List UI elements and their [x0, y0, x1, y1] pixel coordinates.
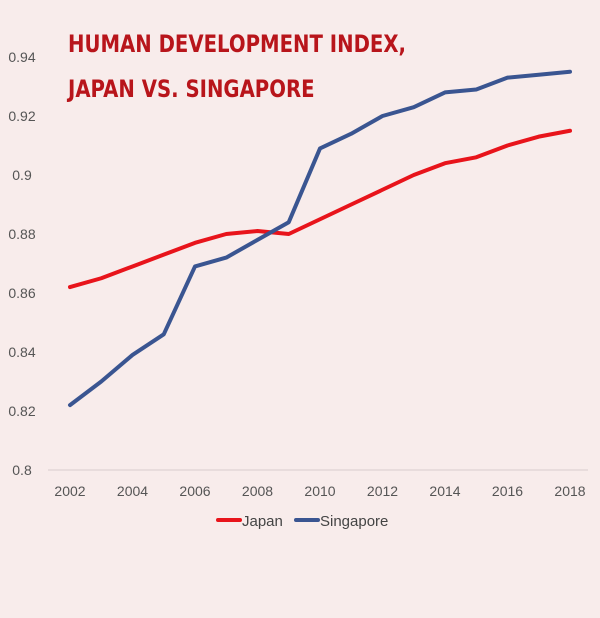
x-tick-label: 2012 — [367, 483, 398, 499]
x-tick-label: 2014 — [429, 483, 460, 499]
series-line-japan — [68, 128, 572, 290]
x-tick-label: 2004 — [117, 483, 148, 499]
y-tick-label: 0.8 — [12, 462, 32, 478]
x-tick-label: 2008 — [242, 483, 273, 499]
y-axis-ticks: 0.8 0.82 0.84 0.86 0.88 0.9 0.92 0.94 — [8, 49, 35, 478]
y-tick-label: 0.88 — [8, 226, 35, 242]
y-tick-label: 0.94 — [8, 49, 35, 65]
y-tick-label: 0.9 — [12, 167, 32, 183]
x-tick-label: 2006 — [179, 483, 210, 499]
series-lines — [68, 69, 572, 408]
y-tick-label: 0.84 — [8, 344, 35, 360]
x-axis-ticks: 2002 2004 2006 2008 2010 2012 2014 2016 2018 — [54, 483, 585, 499]
legend: Japan Singapore — [216, 513, 388, 530]
x-tick-label: 2018 — [554, 483, 585, 499]
x-tick-label: 2002 — [54, 483, 85, 499]
y-tick-label: 0.82 — [8, 403, 35, 419]
chart-title-line-2: JAPAN VS. SINGAPORE — [68, 75, 315, 103]
legend-label-singapore: Singapore — [320, 513, 388, 530]
y-tick-label: 0.86 — [8, 285, 35, 301]
series-line-singapore — [68, 69, 572, 408]
chart-title-line-1: HUMAN DEVELOPMENT INDEX, — [68, 30, 407, 58]
x-tick-label: 2016 — [492, 483, 523, 499]
legend-label-japan: Japan — [242, 513, 283, 530]
y-tick-label: 0.92 — [8, 108, 35, 124]
x-tick-label: 2010 — [304, 483, 335, 499]
